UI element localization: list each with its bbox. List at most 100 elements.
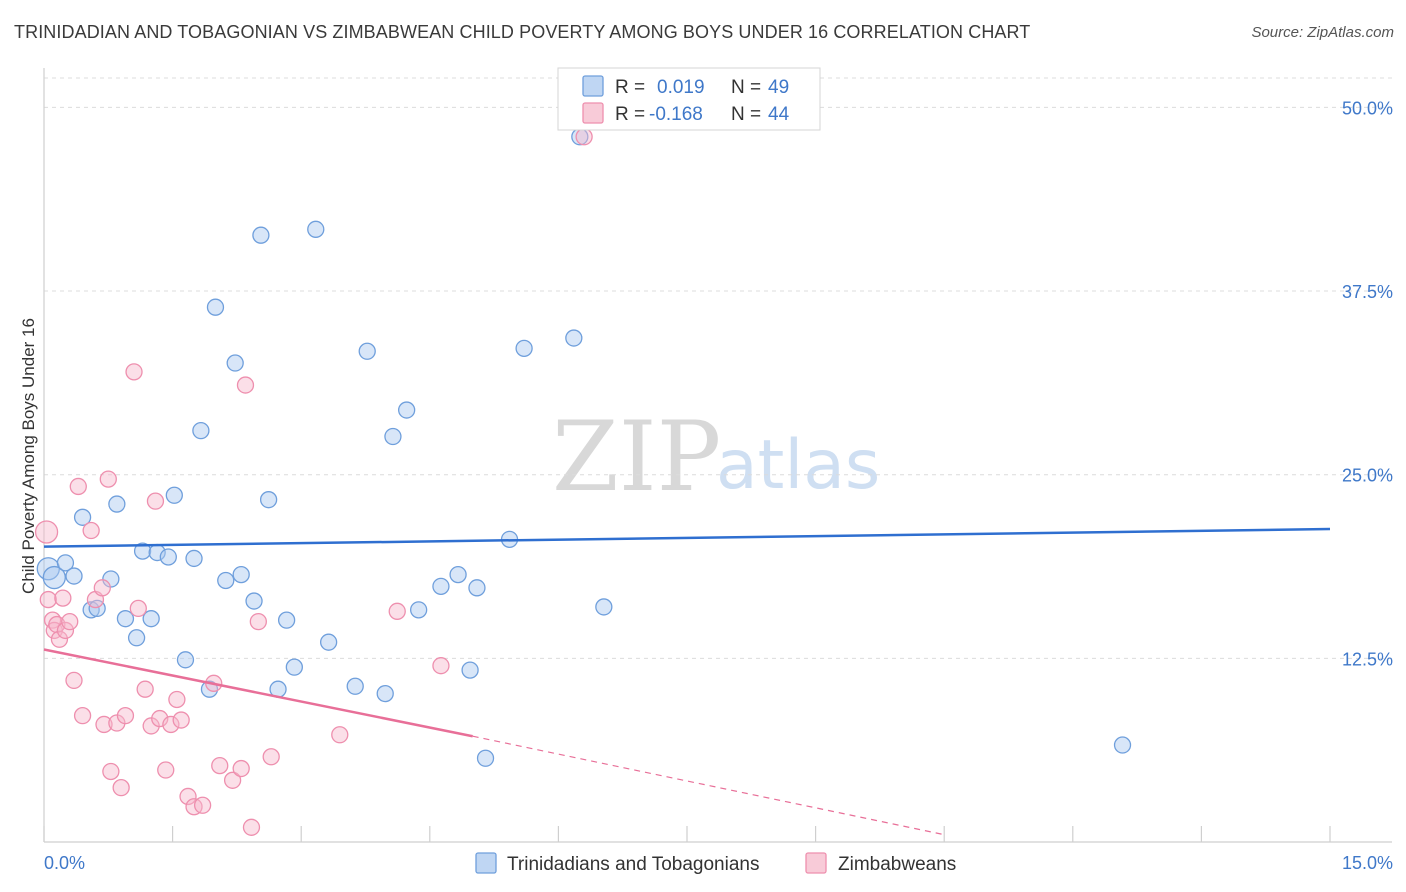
data-point-zimbabwean (34, 520, 59, 544)
y-tick-label: 50.0% (1342, 98, 1393, 118)
y-tick-labels: 12.5% 25.0% 37.5% 50.0% (1342, 98, 1393, 669)
legend-r-value-1: 0.019 (657, 77, 705, 98)
data-point-zimbabwean (185, 798, 203, 816)
legend-swatch-pink (582, 102, 604, 124)
legend-n-value-1: 49 (768, 77, 789, 98)
data-point-trinidadian (595, 598, 613, 616)
data-point-zimbabwean (129, 599, 147, 618)
axes (43, 68, 1392, 843)
data-point-trinidadian (277, 611, 296, 629)
data-point-trinidadian (217, 571, 235, 590)
chart-title: TRINIDADIAN AND TOBAGONIAN VS ZIMBABWEAN… (14, 22, 1031, 42)
watermark-atlas: atlas (716, 426, 880, 505)
data-point-trinidadian (108, 495, 126, 513)
data-point-trinidadian (384, 427, 402, 446)
series-trinidadians-points (36, 128, 1132, 767)
data-point-trinidadian (65, 567, 83, 585)
data-point-trinidadian (476, 749, 495, 767)
data-point-trinidadian (346, 677, 364, 695)
data-point-trinidadian (285, 658, 303, 676)
data-point-zimbabwean (61, 612, 79, 631)
source-label: Source: ZipAtlas.com (1251, 24, 1394, 41)
data-point-trinidadian (232, 565, 250, 584)
data-point-zimbabwean (93, 579, 111, 597)
data-point-zimbabwean (179, 787, 197, 806)
watermark-zip: ZIP (552, 401, 721, 513)
data-point-zimbabwean (172, 711, 190, 729)
data-point-zimbabwean (54, 589, 72, 607)
data-point-zimbabwean (112, 778, 130, 797)
data-point-trinidadian (127, 629, 146, 647)
data-point-zimbabwean (331, 726, 349, 744)
trend-lines (43, 527, 1331, 836)
data-point-trinidadian (133, 542, 152, 560)
data-point-trinidadian (185, 549, 203, 568)
data-point-trinidadian (82, 601, 100, 619)
stats-legend: R = 0.019 N = 49 R = -0.168 N = 44 (557, 67, 821, 131)
data-point-zimbabwean (99, 470, 117, 488)
legend-r-label-2: R = (615, 104, 645, 125)
data-point-trinidadian (398, 401, 416, 419)
data-point-trinidadian (56, 554, 75, 572)
legend-r-value-2: -0.168 (649, 104, 703, 125)
data-point-trinidadian (192, 421, 210, 440)
data-point-trinidadian (226, 354, 244, 372)
data-point-trinidadian (159, 548, 177, 566)
data-point-zimbabwean (125, 363, 143, 381)
bottom-legend-label-2: Zimbabweans (838, 854, 956, 875)
bottom-legend-swatch-blue (475, 852, 497, 874)
legend-n-label-2: N = (731, 104, 761, 125)
data-point-trinidadian (410, 601, 428, 619)
data-point-zimbabwean (236, 376, 255, 394)
data-point-zimbabwean (432, 657, 450, 675)
legend-n-label-1: N = (731, 77, 761, 98)
series-zimbabweans-points (34, 128, 593, 836)
bottom-legend-swatch-pink (805, 852, 827, 874)
data-point-zimbabwean (65, 671, 83, 690)
y-tick-label: 25.0% (1342, 466, 1393, 486)
data-point-zimbabwean (116, 706, 135, 725)
data-point-trinidadian (358, 342, 376, 360)
data-point-zimbabwean (146, 492, 165, 510)
series-legend: Trinidadians and Tobagonians Zimbabweans (475, 852, 956, 875)
data-point-zimbabwean (223, 771, 242, 789)
x-tick-label-max: 15.0% (1342, 853, 1393, 873)
data-point-trinidadian (42, 565, 66, 590)
trend-line-zimbabwean-extrapolated (472, 735, 945, 836)
data-point-trinidadian (468, 579, 486, 597)
data-point-trinidadian (73, 508, 92, 526)
data-point-zimbabwean (388, 602, 406, 620)
data-point-trinidadian (116, 610, 135, 628)
data-point-zimbabwean (168, 690, 186, 709)
legend-swatch-blue (582, 75, 604, 97)
data-point-zimbabwean (262, 748, 280, 766)
data-point-trinidadian (259, 491, 278, 509)
data-point-trinidadian (176, 651, 195, 669)
data-point-trinidadian (1113, 736, 1132, 754)
data-point-zimbabwean (157, 761, 175, 779)
data-point-zimbabwean (48, 615, 66, 634)
data-point-trinidadian (307, 220, 325, 238)
data-point-zimbabwean (162, 715, 180, 734)
x-tick-labels: 0.0% 15.0% (44, 853, 1393, 873)
data-point-zimbabwean (249, 612, 267, 631)
data-point-trinidadian (432, 577, 450, 596)
data-point-zimbabwean (39, 590, 57, 609)
trend-line-zimbabwean (43, 648, 473, 738)
data-point-zimbabwean (242, 818, 261, 836)
data-point-zimbabwean (73, 706, 92, 725)
data-point-trinidadian (376, 684, 394, 703)
data-point-zimbabwean (69, 477, 87, 496)
y-tick-label: 37.5% (1342, 282, 1393, 302)
bottom-legend-label-1: Trinidadians and Tobagonians (507, 854, 759, 875)
y-axis-label: Child Poverty Among Boys Under 16 (19, 318, 38, 594)
data-point-zimbabwean (50, 630, 69, 648)
data-point-trinidadian (142, 610, 160, 628)
y-tick-label: 12.5% (1342, 649, 1393, 669)
data-point-zimbabwean (95, 715, 113, 734)
data-point-trinidadian (165, 486, 183, 504)
data-point-zimbabwean (232, 759, 250, 778)
data-point-trinidadian (252, 226, 270, 244)
trend-line-trinidadian (43, 527, 1331, 548)
